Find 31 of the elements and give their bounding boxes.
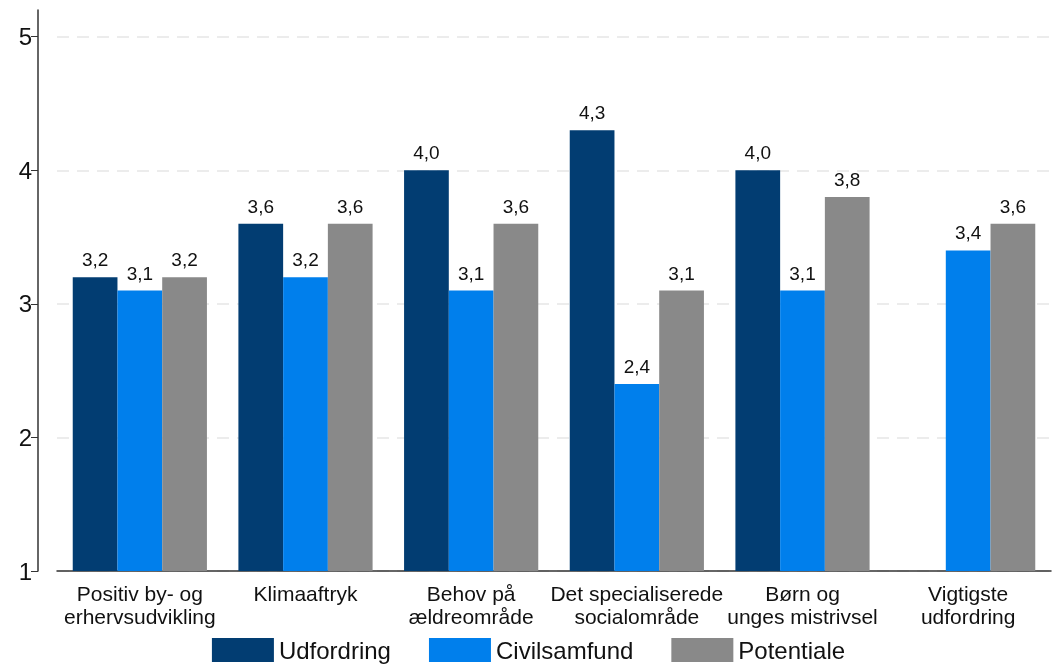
legend-label: Potentiale [738,636,846,664]
x-tick-label: Behov på ældreområde [408,582,534,628]
data-label: 3,4 [954,222,982,244]
y-tick-label: 2 [18,423,32,451]
data-label: 3,1 [668,262,695,284]
x-tick-label: Klimaaftryk [253,582,358,605]
data-label: 3,1 [789,262,816,284]
data-label: 4,0 [413,142,440,164]
data-label: 2,4 [623,356,651,377]
data-label: 3,2 [292,249,319,271]
y-tick-label: 3 [18,290,32,318]
data-label: 4,0 [744,142,771,164]
data-label: 3,6 [999,195,1027,217]
y-tick-label: 1 [18,557,32,585]
data-label: 3,1 [126,262,154,284]
data-label: 3,6 [502,195,530,217]
x-tick-label: Børn og unges mistrivsel [727,582,878,628]
x-tick-label: Det specialiserede socialområde [550,582,724,628]
data-label: 3,1 [457,262,485,284]
data-label: 3,6 [337,195,364,217]
data-label: 3,2 [171,249,198,271]
data-label: 3,6 [247,195,274,217]
legend-label: Udfordring [278,636,391,664]
data-label: 4,3 [578,102,606,124]
x-tick-label: Positiv by- og erhervsudvikling [63,582,216,628]
x-tick-label: Vigtigste udfordring [920,582,1016,628]
data-label: 3,2 [81,249,109,271]
data-label: 3,8 [834,169,861,190]
legend-label: Civilsamfund [495,636,634,664]
y-tick-label: 5 [18,23,32,51]
y-tick-label: 4 [18,156,32,184]
